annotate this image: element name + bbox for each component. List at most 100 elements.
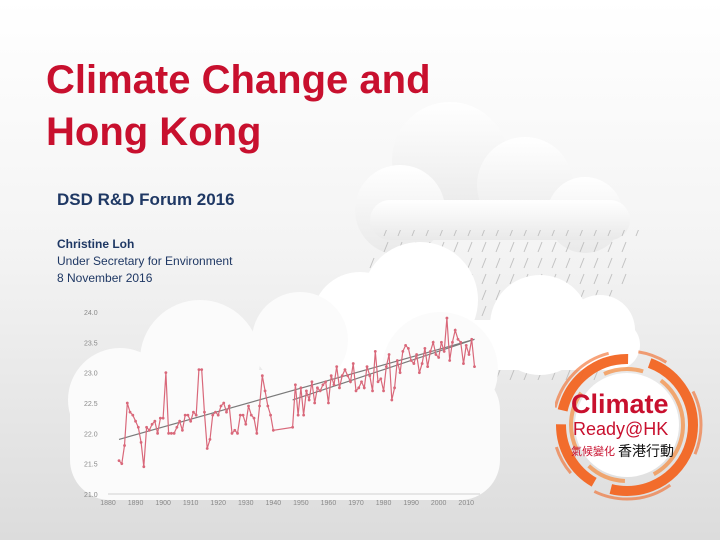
middle-cloud [300,242,640,375]
data-point [445,316,449,320]
data-point [316,386,319,390]
data-point [351,362,355,365]
data-point [453,328,457,332]
data-point [125,401,129,405]
data-point [136,425,140,429]
data-point [376,380,380,384]
data-point [178,419,182,423]
data-point [423,347,427,350]
data-point [365,365,369,368]
data-point [368,374,372,378]
data-point [442,350,446,353]
data-point [451,340,454,344]
data-point [371,389,374,393]
logo-word-ready: Ready@HK [573,419,668,439]
title-line-1: Climate Change and [46,58,431,102]
series-line [118,318,476,467]
data-point [263,389,267,393]
x-tick-label: 1910 [183,500,199,507]
data-point [128,410,132,414]
data-point [387,353,391,356]
data-point [412,362,416,365]
data-point [233,428,237,432]
data-point [169,431,173,435]
data-point [373,350,377,353]
speaker-name: Christine Loh [57,237,135,251]
data-point [310,380,314,384]
data-point [230,431,234,435]
x-tick-label: 1920 [210,500,226,507]
data-point [324,380,328,384]
y-tick-label: 21.5 [84,462,98,469]
data-point [147,428,151,432]
data-point [473,365,476,368]
data-point [258,404,261,408]
slide-title: Climate Change and Hong Kong [46,54,566,158]
data-point [293,383,297,387]
data-point [398,371,402,375]
data-point [384,365,388,368]
data-point [390,398,394,402]
data-point [194,413,198,417]
data-point [222,401,226,405]
data-point [269,413,272,417]
data-point [395,359,399,362]
data-point [139,441,143,444]
x-tick-label: 1980 [376,500,392,507]
x-tick-label: 1970 [348,500,364,507]
data-point [120,462,124,466]
speaker-block: Christine Loh Under Secretary for Enviro… [57,236,232,287]
data-point [401,350,405,353]
data-point [145,425,148,429]
data-point [318,389,322,393]
data-point [249,413,253,417]
data-point [271,428,275,432]
data-point [252,416,256,420]
y-tick-label: 22.5 [84,401,98,408]
data-point [247,404,250,408]
data-point [409,359,413,362]
data-point [448,359,452,362]
data-point [216,413,220,417]
data-point [291,425,295,429]
data-point [393,386,396,390]
data-point [357,386,361,390]
data-point [462,362,465,365]
data-point [426,365,430,368]
data-point [161,416,165,420]
data-point [208,438,212,441]
data-point [192,410,195,414]
data-point [131,413,135,417]
y-tick-label: 24.0 [84,310,98,317]
data-point [332,383,336,387]
data-point [181,428,184,432]
data-point [225,410,228,414]
logo-chinese-black: 香港行動 [618,444,674,460]
data-point [117,459,121,463]
x-tick-label: 1960 [321,500,337,507]
x-tick-label: 1940 [266,500,282,507]
y-tick-label: 23.5 [84,340,98,347]
data-point [440,340,443,344]
data-point [255,431,259,435]
data-point [175,425,179,429]
data-point [470,337,474,341]
data-point [219,404,223,408]
data-point [349,380,352,384]
data-point [459,340,463,344]
data-point [354,389,358,393]
data-point [456,337,460,341]
data-point [238,413,242,417]
data-point [431,340,435,344]
data-point [321,383,325,387]
data-point [362,386,366,390]
data-point [305,389,308,393]
x-tick-label: 1950 [293,500,309,507]
data-point [123,444,126,447]
data-point [158,416,162,420]
data-point [203,410,206,414]
data-point [379,377,383,381]
data-point [186,413,190,417]
presentation-date: 8 November 2016 [57,271,153,285]
